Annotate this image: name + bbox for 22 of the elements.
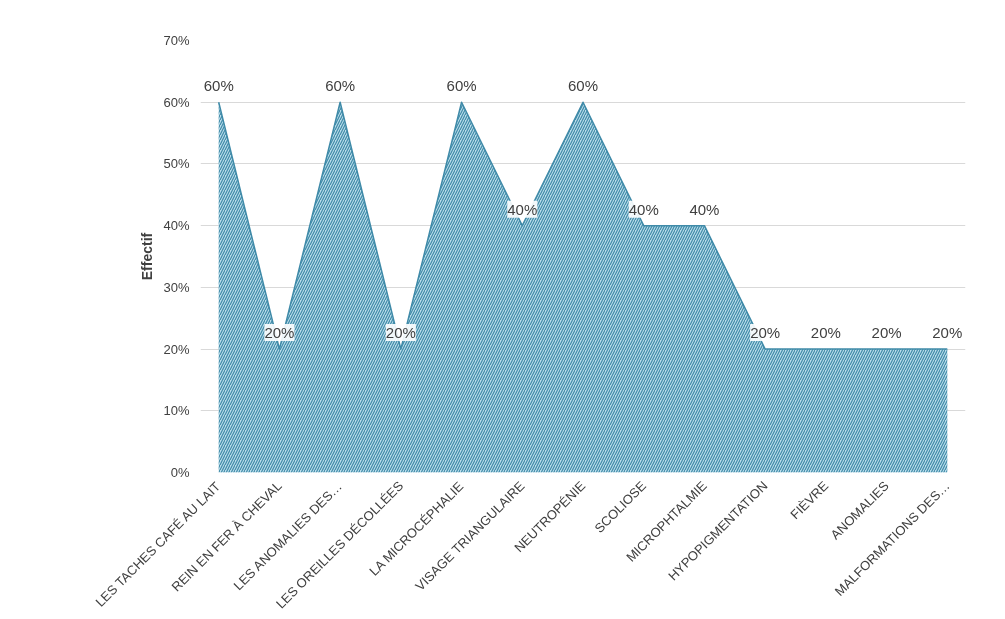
y-tick-label: 40% bbox=[163, 218, 190, 234]
y-tick-label: 50% bbox=[163, 156, 190, 172]
y-tick-label: 70% bbox=[163, 33, 190, 48]
data-label: 40% bbox=[507, 200, 538, 218]
data-label: 20% bbox=[871, 324, 902, 342]
y-tick-label: 30% bbox=[163, 279, 190, 295]
data-label: 60% bbox=[567, 77, 599, 95]
data-label: 60% bbox=[325, 77, 356, 95]
y-tick-label: 20% bbox=[163, 341, 190, 357]
data-label: 20% bbox=[385, 324, 416, 342]
y-tick-label: 10% bbox=[163, 403, 190, 419]
data-label: 20% bbox=[932, 324, 963, 342]
data-label: 20% bbox=[264, 324, 295, 342]
data-label: 20% bbox=[810, 324, 841, 342]
y-tick-label: 0% bbox=[170, 465, 190, 480]
data-label: 60% bbox=[203, 77, 234, 95]
data-label: 20% bbox=[750, 324, 781, 342]
y-axis-title: Effectif bbox=[139, 232, 156, 281]
data-label: 40% bbox=[628, 200, 659, 218]
data-label: 40% bbox=[689, 200, 720, 218]
data-label: 60% bbox=[446, 77, 477, 95]
y-tick-label: 60% bbox=[163, 94, 190, 110]
